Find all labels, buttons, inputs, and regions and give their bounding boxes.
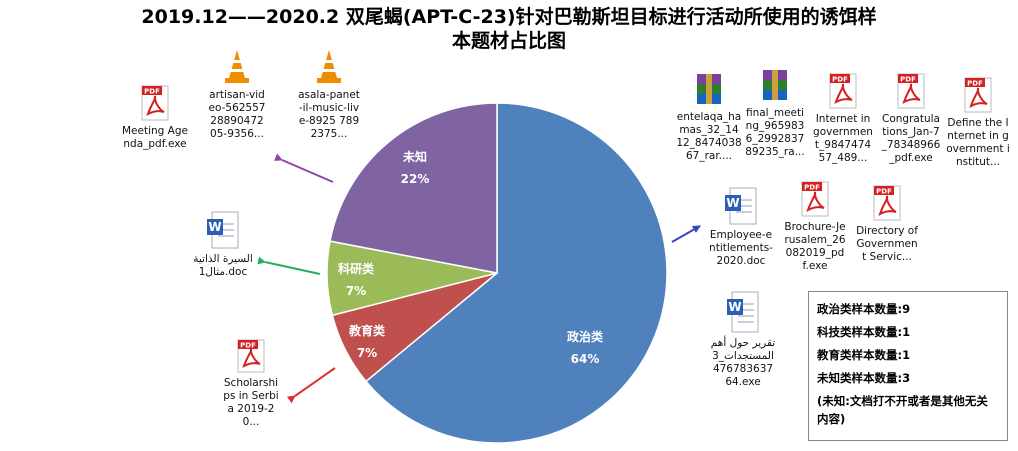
file-brochure-jerusalem[interactable]: PDF Brochure-Jerusalem_26082019_pdf.exe — [784, 180, 846, 273]
arrow-research — [257, 256, 321, 275]
pdf-icon: PDF — [801, 181, 829, 217]
pdf-icon: PDF — [141, 85, 169, 121]
file-arabic-report[interactable]: W تقرير حول أهم المستجدات_3 47678363764.… — [710, 290, 776, 389]
file-internet-in-government[interactable]: PDF Internet in government_984747457_489… — [812, 72, 874, 165]
svg-text:W: W — [728, 300, 741, 314]
file-scholarships[interactable]: PDF Scholarships in Serbia 2019-20... — [222, 338, 280, 429]
pdf-icon: PDF — [964, 77, 992, 113]
file-final-meeting[interactable]: final_meeting_9659836_299283789235_ra... — [744, 68, 806, 159]
pie-slice-unknown — [329, 102, 498, 274]
winrar-icon — [763, 70, 787, 100]
slice-label-education: 教育类 7% — [348, 324, 385, 360]
legend-note: (未知:文档打不开或者是其他无关内容) — [817, 394, 988, 426]
file-employee-entitlements[interactable]: W Employee-entitlements-2020.doc — [708, 186, 774, 268]
slice-label-research: 科研类 7% — [337, 262, 374, 298]
vlc-icon — [225, 50, 249, 83]
svg-text:PDF: PDF — [967, 80, 983, 88]
pdf-icon: PDF — [237, 339, 265, 373]
vlc-icon — [317, 50, 341, 83]
legend-line-politics: 政治类样本数量:9 — [817, 302, 911, 316]
svg-text:W: W — [726, 196, 739, 210]
slice-label-unknown: 未知 22% — [400, 150, 430, 186]
slice-label-politics: 政治类 64% — [566, 330, 603, 366]
arrow-unknown — [273, 153, 334, 183]
legend-line-unknown: 未知类样本数量:3 — [817, 371, 911, 385]
sample-count-legend: 政治类样本数量:9 科技类样本数量:1 教育类样本数量:1 未知类样本数量:3 … — [808, 291, 1008, 441]
arrow-politics — [671, 225, 701, 243]
pdf-icon: PDF — [829, 73, 857, 109]
file-artisan-video[interactable]: artisan-video-56255728890472 05-9356... — [206, 48, 268, 141]
pdf-icon: PDF — [897, 73, 925, 109]
svg-text:PDF: PDF — [900, 76, 916, 84]
word-icon: W — [725, 187, 757, 225]
legend-line-education: 教育类样本数量:1 — [817, 348, 911, 362]
file-congratulations[interactable]: PDF Congratulations_Jan-7_78348966_pdf.e… — [880, 72, 942, 165]
winrar-icon — [697, 74, 721, 104]
pdf-icon: PDF — [873, 185, 901, 221]
word-icon: W — [207, 211, 239, 249]
svg-text:PDF: PDF — [144, 88, 160, 96]
file-directory-government[interactable]: PDF Directory of Government Servic... — [856, 184, 918, 264]
svg-text:PDF: PDF — [240, 342, 256, 350]
chart-title-line2: 本题材占比图 — [451, 30, 566, 52]
svg-text:W: W — [208, 220, 221, 234]
file-entelaqa-hamas[interactable]: entelaqa_hamas_32_1412_847403867_rar.... — [676, 72, 742, 163]
word-icon: W — [727, 291, 759, 333]
svg-text:PDF: PDF — [832, 76, 848, 84]
file-cv-doc[interactable]: W السيرة الذاتية مثال1.doc — [190, 210, 256, 279]
chart-title-line1: 2019.12——2020.2 双尾蝎(APT-C-23)针对巴勒斯坦目标进行活… — [141, 6, 877, 28]
file-meeting-agenda[interactable]: PDF Meeting Agenda_pdf.exe — [122, 84, 188, 151]
arrow-education — [286, 367, 336, 404]
legend-line-tech: 科技类样本数量:1 — [817, 325, 911, 339]
file-define-internet[interactable]: PDF Define the Internet in government in… — [946, 76, 1010, 169]
file-asala-panet[interactable]: asala-panet-il-music-live-8925 7892375..… — [298, 48, 360, 141]
svg-text:PDF: PDF — [804, 184, 820, 192]
svg-text:PDF: PDF — [876, 188, 892, 196]
pie-slice-politics — [364, 102, 668, 444]
